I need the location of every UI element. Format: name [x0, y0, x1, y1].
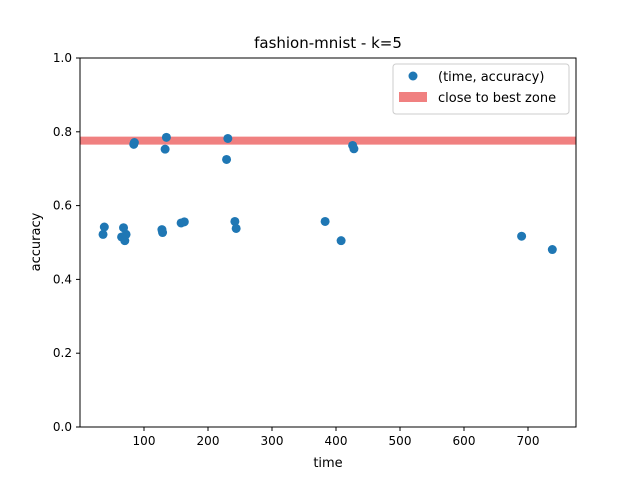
- y-tick-label: 0.0: [53, 420, 72, 434]
- x-axis: 100 200 300 400 500 600 700: [133, 427, 540, 448]
- data-point: [222, 154, 232, 164]
- y-tick-label: 0.8: [53, 125, 72, 139]
- legend: (time, accuracy) close to best zone: [392, 63, 570, 115]
- y-axis-label: accuracy: [29, 212, 44, 271]
- x-tick-label: 600: [453, 434, 476, 448]
- x-tick-label: 200: [197, 434, 220, 448]
- data-point: [231, 223, 241, 233]
- x-tick-label: 700: [517, 434, 540, 448]
- data-point: [349, 144, 359, 154]
- y-tick-label: 0.4: [53, 272, 72, 286]
- data-point: [336, 236, 346, 246]
- legend-box: [392, 63, 570, 115]
- data-point: [129, 138, 139, 148]
- data-point: [179, 217, 189, 227]
- y-tick-label: 0.2: [53, 346, 72, 360]
- x-axis-label: time: [313, 456, 342, 471]
- data-point: [320, 216, 330, 226]
- data-point: [160, 144, 170, 154]
- y-axis: 0.0 0.2 0.4 0.6 0.8 1.0: [53, 51, 80, 434]
- x-tick-label: 100: [133, 434, 156, 448]
- data-point: [158, 228, 168, 238]
- data-point: [98, 229, 108, 239]
- y-tick-label: 0.6: [53, 199, 72, 213]
- y-tick-label: 1.0: [53, 51, 72, 65]
- legend-marker-scatter: [408, 71, 418, 81]
- legend-marker-band: [399, 92, 427, 102]
- data-point: [230, 216, 240, 226]
- points-layer: [98, 132, 557, 255]
- data-point: [99, 222, 109, 232]
- x-tick-label: 300: [261, 434, 284, 448]
- data-point: [161, 132, 171, 142]
- data-point: [547, 245, 557, 255]
- chart-title: fashion-mnist - k=5: [254, 34, 402, 52]
- legend-label-scatter: (time, accuracy): [438, 70, 544, 85]
- x-tick-label: 500: [389, 434, 412, 448]
- plot-frame: [79, 57, 577, 428]
- legend-label-band: close to best zone: [438, 91, 556, 106]
- x-tick-label: 400: [325, 434, 348, 448]
- data-point: [517, 231, 527, 241]
- data-point: [223, 133, 233, 143]
- data-point: [121, 229, 131, 239]
